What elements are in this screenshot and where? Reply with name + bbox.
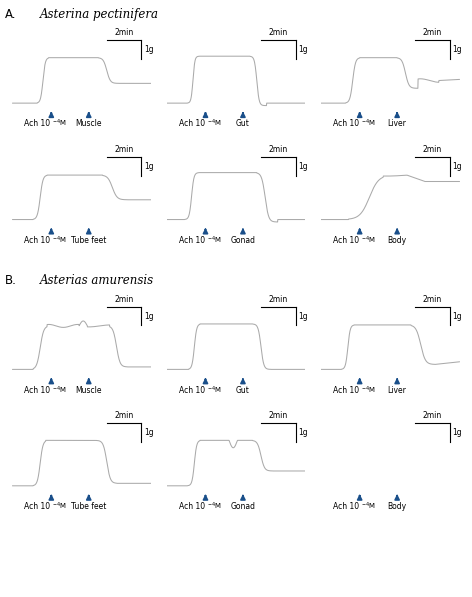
Text: Muscle: Muscle: [76, 386, 102, 395]
Text: 2min: 2min: [269, 145, 288, 154]
Text: Gut: Gut: [236, 119, 250, 128]
Text: Body: Body: [388, 236, 407, 245]
Text: 1g: 1g: [452, 428, 462, 437]
Text: Ach 10: Ach 10: [333, 119, 359, 128]
Text: Ach 10: Ach 10: [333, 386, 359, 395]
Text: Asterias amurensis: Asterias amurensis: [39, 274, 153, 287]
Text: $^{-4}$M: $^{-4}$M: [52, 501, 67, 512]
Text: Ach 10: Ach 10: [179, 386, 205, 395]
Text: Ach 10: Ach 10: [179, 502, 205, 511]
Text: $^{-4}$M: $^{-4}$M: [361, 235, 376, 246]
Text: Tube feet: Tube feet: [71, 236, 107, 245]
Text: 2min: 2min: [423, 29, 442, 38]
Text: 1g: 1g: [298, 312, 308, 321]
Text: 2min: 2min: [423, 411, 442, 420]
Text: Body: Body: [388, 502, 407, 511]
Text: Liver: Liver: [388, 119, 406, 128]
Text: Ach 10: Ach 10: [333, 502, 359, 511]
Text: $^{-4}$M: $^{-4}$M: [207, 384, 221, 396]
Text: 2min: 2min: [423, 295, 442, 304]
Text: $^{-4}$M: $^{-4}$M: [52, 118, 67, 130]
Text: 1g: 1g: [452, 312, 462, 321]
Text: Ach 10: Ach 10: [25, 119, 51, 128]
Text: 2min: 2min: [115, 295, 134, 304]
Text: Ach 10: Ach 10: [179, 119, 205, 128]
Text: $^{-4}$M: $^{-4}$M: [361, 118, 376, 130]
Text: Gut: Gut: [236, 386, 250, 395]
Text: 2min: 2min: [115, 411, 134, 420]
Text: $^{-4}$M: $^{-4}$M: [361, 501, 376, 512]
Text: Muscle: Muscle: [76, 119, 102, 128]
Text: $^{-4}$M: $^{-4}$M: [361, 384, 376, 396]
Text: 1g: 1g: [144, 428, 153, 437]
Text: 2min: 2min: [269, 411, 288, 420]
Text: 2min: 2min: [269, 29, 288, 38]
Text: Liver: Liver: [388, 386, 406, 395]
Text: Ach 10: Ach 10: [333, 236, 359, 245]
Text: Ach 10: Ach 10: [25, 386, 51, 395]
Text: 2min: 2min: [115, 145, 134, 154]
Text: B.: B.: [5, 274, 17, 287]
Text: 1g: 1g: [298, 428, 308, 437]
Text: 1g: 1g: [452, 162, 462, 171]
Text: 1g: 1g: [298, 45, 308, 54]
Text: 2min: 2min: [269, 295, 288, 304]
Text: $^{-4}$M: $^{-4}$M: [52, 384, 67, 396]
Text: 2min: 2min: [115, 29, 134, 38]
Text: Ach 10: Ach 10: [179, 236, 205, 245]
Text: $^{-4}$M: $^{-4}$M: [52, 235, 67, 246]
Text: Ach 10: Ach 10: [25, 236, 51, 245]
Text: Gonad: Gonad: [230, 502, 255, 511]
Text: Gonad: Gonad: [230, 236, 255, 245]
Text: Ach 10: Ach 10: [25, 502, 51, 511]
Text: $^{-4}$M: $^{-4}$M: [207, 501, 221, 512]
Text: Tube feet: Tube feet: [71, 502, 107, 511]
Text: 1g: 1g: [452, 45, 462, 54]
Text: 1g: 1g: [144, 45, 153, 54]
Text: $^{-4}$M: $^{-4}$M: [207, 118, 221, 130]
Text: A.: A.: [5, 8, 16, 21]
Text: Asterina pectinifera: Asterina pectinifera: [39, 8, 159, 21]
Text: 2min: 2min: [423, 145, 442, 154]
Text: $^{-4}$M: $^{-4}$M: [207, 235, 221, 246]
Text: 1g: 1g: [298, 162, 308, 171]
Text: 1g: 1g: [144, 312, 153, 321]
Text: 1g: 1g: [144, 162, 153, 171]
